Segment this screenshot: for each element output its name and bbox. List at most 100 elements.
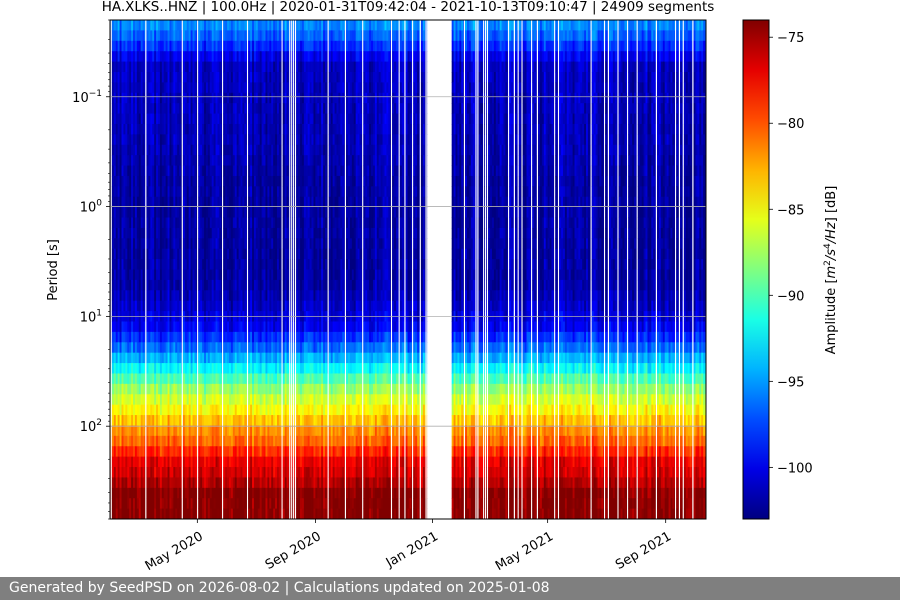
heatmap-cell	[303, 186, 307, 198]
heatmap-cell	[259, 82, 263, 94]
heatmap-cell	[119, 103, 122, 115]
heatmap-cell	[152, 404, 155, 416]
heatmap-cell	[179, 415, 182, 426]
heatmap-cell	[198, 40, 201, 52]
heatmap-cell	[175, 321, 178, 333]
heatmap-cell	[232, 123, 236, 135]
heatmap-cell	[236, 165, 240, 177]
heatmap-cell	[173, 456, 176, 468]
heatmap-cell	[150, 144, 153, 156]
heatmap-cell	[156, 290, 159, 302]
heatmap-cell	[217, 82, 220, 94]
heatmap-cell	[113, 508, 117, 519]
heatmap-cell	[253, 248, 257, 260]
heatmap-cell	[250, 227, 253, 239]
heatmap-cell	[278, 342, 282, 354]
heatmap-column	[225, 20, 228, 519]
heatmap-cell	[209, 71, 213, 83]
heatmap-cell	[129, 82, 132, 94]
heatmap-cell	[165, 487, 168, 499]
heatmap-cell	[207, 269, 211, 281]
heatmap-cell	[121, 508, 124, 519]
heatmap-cell	[159, 394, 163, 406]
heatmap-cell	[255, 342, 259, 354]
heatmap-cell	[134, 352, 138, 364]
heatmap-cell	[238, 144, 241, 156]
heatmap-cell	[255, 363, 259, 374]
heatmap-cell	[217, 238, 220, 250]
heatmap-cell	[154, 508, 157, 519]
heatmap-cell	[138, 279, 142, 291]
heatmap-cell	[179, 342, 182, 354]
heatmap-cell	[205, 467, 209, 478]
heatmap-cell	[194, 123, 197, 135]
heatmap-cell	[277, 456, 280, 468]
heatmap-cell	[198, 456, 201, 468]
heatmap-cell	[269, 498, 272, 510]
heatmap-cell	[205, 290, 209, 302]
heatmap-cell	[253, 238, 257, 250]
heatmap-cell	[200, 51, 203, 63]
heatmap-cell	[131, 82, 134, 94]
heatmap-cell	[229, 498, 232, 510]
heatmap-cell	[207, 51, 211, 63]
heatmap-cell	[204, 498, 207, 510]
heatmap-cell	[234, 446, 238, 458]
heatmap-cell	[154, 20, 157, 31]
heatmap-cell	[248, 155, 251, 167]
heatmap-cell	[238, 175, 241, 187]
heatmap-cell	[188, 321, 192, 333]
heatmap-cell	[277, 404, 280, 416]
heatmap-cell	[229, 144, 232, 156]
heatmap-cell	[215, 279, 218, 291]
heatmap-cell	[301, 71, 305, 83]
heatmap-cell	[157, 175, 161, 187]
heatmap-cell	[182, 155, 186, 167]
heatmap-cell	[215, 467, 218, 478]
heatmap-cell	[215, 425, 218, 437]
heatmap-cell	[146, 331, 149, 343]
heatmap-cell	[156, 207, 159, 219]
heatmap-cell	[267, 238, 270, 250]
heatmap-cell	[133, 123, 136, 135]
heatmap-cell	[204, 186, 207, 198]
heatmap-cell	[219, 300, 222, 312]
heatmap-cell	[188, 415, 192, 426]
heatmap-cell	[179, 477, 182, 489]
heatmap-cell	[300, 217, 303, 229]
heatmap-cell	[296, 331, 299, 343]
heatmap-cell	[152, 165, 155, 177]
heatmap-cell	[225, 51, 228, 63]
heatmap-cell	[148, 331, 151, 343]
heatmap-cell	[194, 415, 197, 426]
heatmap-cell	[271, 425, 274, 437]
heatmap-cell	[119, 290, 122, 302]
heatmap-cell	[300, 404, 303, 416]
heatmap-cell	[198, 71, 201, 83]
heatmap-cell	[182, 259, 186, 270]
heatmap-cell	[240, 20, 243, 31]
heatmap-cell	[179, 113, 182, 125]
heatmap-cell	[271, 196, 274, 208]
heatmap-cell	[275, 51, 278, 63]
heatmap-cell	[188, 487, 192, 499]
heatmap-cell	[129, 40, 132, 52]
heatmap-cell	[265, 30, 268, 42]
heatmap-cell	[238, 331, 241, 343]
heatmap-cell	[131, 20, 134, 31]
heatmap-cell	[113, 238, 117, 250]
heatmap-cell	[133, 404, 136, 416]
heatmap-cell	[175, 238, 178, 250]
heatmap-cell	[219, 82, 222, 94]
heatmap-cell	[129, 207, 132, 219]
heatmap-cell	[157, 217, 161, 229]
heatmap-cell	[127, 290, 130, 302]
heatmap-cell	[190, 425, 193, 437]
heatmap-cell	[300, 259, 303, 270]
heatmap-cell	[286, 321, 289, 333]
heatmap-cell	[259, 20, 263, 31]
heatmap-cell	[225, 446, 228, 458]
heatmap-cell	[273, 40, 276, 52]
heatmap-column	[244, 20, 247, 519]
heatmap-cell	[161, 248, 165, 260]
